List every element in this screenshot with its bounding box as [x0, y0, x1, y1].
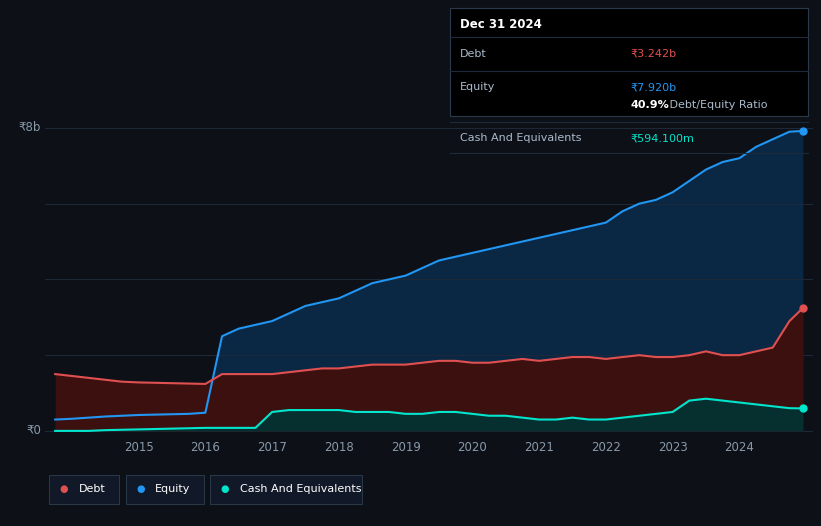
- Text: Equity: Equity: [460, 82, 495, 92]
- Text: Cash And Equivalents: Cash And Equivalents: [240, 484, 361, 494]
- Text: Debt: Debt: [460, 49, 487, 59]
- Text: Cash And Equivalents: Cash And Equivalents: [460, 133, 581, 143]
- Text: 40.9%: 40.9%: [631, 100, 669, 110]
- Text: ₹3.242b: ₹3.242b: [631, 49, 677, 59]
- Text: Debt: Debt: [79, 484, 106, 494]
- Text: Debt/Equity Ratio: Debt/Equity Ratio: [666, 100, 768, 110]
- Text: ₹594.100m: ₹594.100m: [631, 133, 695, 143]
- Text: ●: ●: [136, 484, 144, 494]
- Text: Dec 31 2024: Dec 31 2024: [460, 18, 542, 31]
- Text: ₹7.920b: ₹7.920b: [631, 82, 677, 92]
- Text: ●: ●: [60, 484, 68, 494]
- Text: ₹0: ₹0: [26, 424, 41, 438]
- Text: Equity: Equity: [155, 484, 190, 494]
- Text: ●: ●: [221, 484, 229, 494]
- Text: ₹8b: ₹8b: [19, 122, 41, 135]
